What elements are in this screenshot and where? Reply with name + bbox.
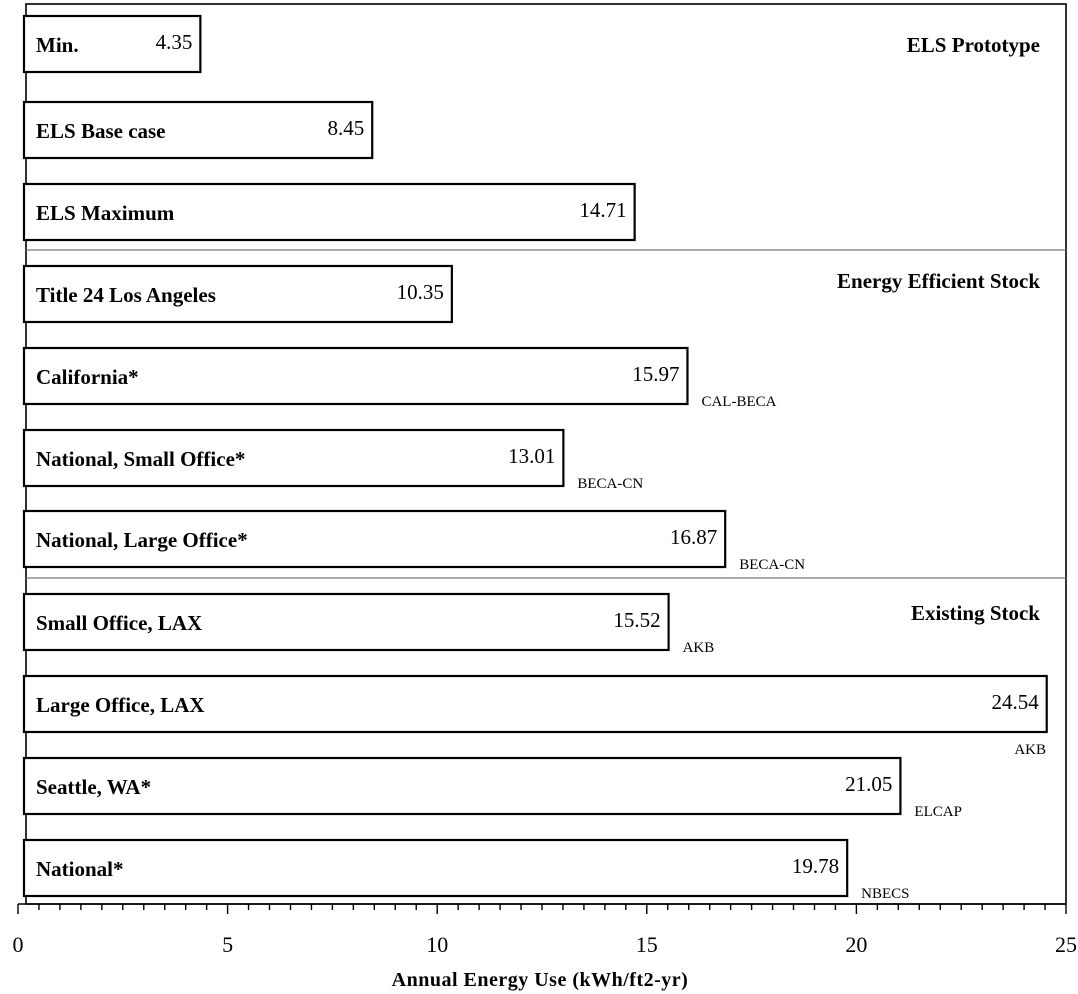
bar-label: Title 24 Los Angeles [36, 283, 216, 307]
source-label: BECA-CN [739, 557, 805, 573]
bar-label: National, Large Office* [36, 528, 248, 552]
bar [22, 264, 453, 324]
bar-label: Small Office, LAX [36, 611, 202, 635]
group-title: Energy Efficient Stock [837, 269, 1040, 293]
data-label: 13.01 [508, 444, 555, 468]
bar-label: California* [36, 365, 139, 389]
bar-label: ELS Base case [36, 119, 166, 143]
bar-label: ELS Maximum [36, 201, 175, 225]
data-label: 21.05 [845, 772, 892, 796]
data-label: 4.35 [156, 30, 193, 54]
data-label: 14.71 [579, 198, 626, 222]
group-title: ELS Prototype [907, 33, 1040, 57]
bar-label: Seattle, WA* [36, 775, 151, 799]
data-label: 24.54 [991, 690, 1039, 714]
data-label: 19.78 [792, 854, 839, 878]
data-label: 16.87 [670, 525, 717, 549]
bar [22, 509, 727, 569]
bar [22, 182, 636, 242]
source-label: ELCAP [914, 804, 962, 820]
bar-label: National* [36, 857, 124, 881]
data-label: 10.35 [397, 280, 444, 304]
bar [22, 14, 202, 74]
x-tick-label: 20 [845, 932, 867, 957]
bar [22, 100, 374, 160]
x-tick-label: 10 [426, 932, 448, 957]
bar-label: Min. [36, 33, 79, 57]
data-label: 15.52 [613, 608, 660, 632]
bar [22, 838, 849, 898]
bar-label: Large Office, LAX [36, 693, 205, 717]
x-tick-label: 0 [13, 932, 24, 957]
bar [22, 674, 1048, 734]
x-tick-label: 25 [1055, 932, 1077, 957]
x-tick-label: 5 [222, 932, 233, 957]
source-label: BECA-CN [577, 476, 643, 492]
x-tick-label: 15 [636, 932, 658, 957]
data-label: 15.97 [632, 362, 679, 386]
source-label: AKB [1014, 742, 1046, 758]
data-label: 8.45 [327, 116, 364, 140]
bar [22, 756, 902, 816]
group-title: Existing Stock [911, 601, 1040, 625]
bar [22, 592, 670, 652]
source-label: CAL-BECA [701, 394, 776, 410]
source-label: AKB [683, 640, 715, 656]
bar-label: National, Small Office* [36, 447, 245, 471]
bar [22, 428, 565, 488]
source-label: NBECS [861, 886, 909, 902]
bar [22, 346, 689, 406]
x-axis-title: Annual Energy Use (kWh/ft2-yr) [392, 969, 689, 991]
